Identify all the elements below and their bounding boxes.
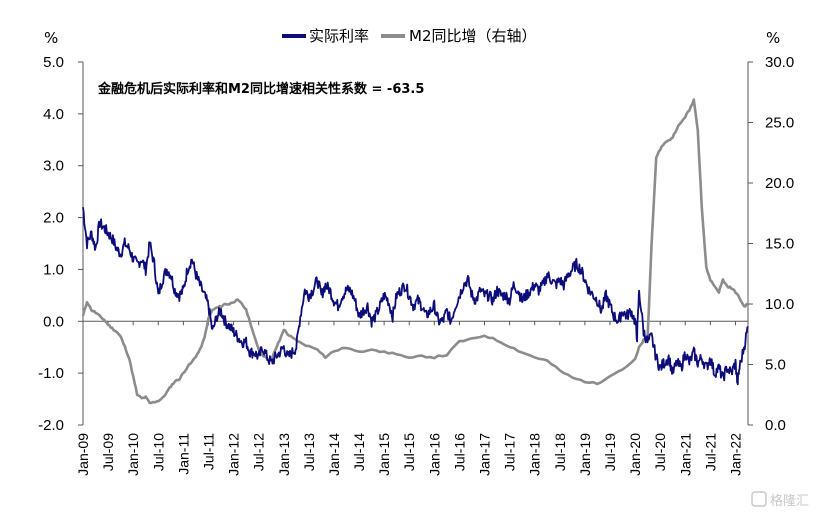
left-axis: 5.0 4.0 3.0 2.0 1.0 0.0 -1.0 -2.0 xyxy=(38,54,83,434)
x-tick-label: Jul-17 xyxy=(502,433,518,471)
right-tick-label: 20.0 xyxy=(765,175,794,192)
legend-label-real-rate: 实际利率 xyxy=(309,27,369,45)
plot-area xyxy=(81,98,749,405)
right-tick-label: 5.0 xyxy=(765,357,786,374)
watermark: 格隆汇 xyxy=(751,491,809,509)
legend: 实际利率 M2同比增（右轴） xyxy=(282,27,537,45)
x-tick-label: Jul-14 xyxy=(351,433,367,471)
left-tick-label: 4.0 xyxy=(43,106,64,123)
x-tick-label: Jan-20 xyxy=(627,433,643,476)
right-tick-label: 30.0 xyxy=(765,54,794,71)
x-tick-label: Jul-21 xyxy=(702,433,718,471)
x-tick-label: Jan-17 xyxy=(477,433,493,476)
left-axis-unit: % xyxy=(44,29,58,47)
x-tick-label: Jan-18 xyxy=(527,433,543,476)
right-axis: 30.0 25.0 20.0 15.0 10.0 5.0 0.0 xyxy=(748,54,794,434)
left-tick-label: 3.0 xyxy=(43,158,64,175)
x-tick-label: Jan-10 xyxy=(125,433,141,476)
x-tick-label: Jul-11 xyxy=(200,433,216,470)
left-tick-label: 5.0 xyxy=(43,54,64,71)
legend-label-m2: M2同比增（右轴） xyxy=(409,27,537,45)
x-tick-label: Jul-20 xyxy=(652,433,668,471)
x-tick-label: Jul-19 xyxy=(602,433,618,471)
x-tick-label: Jan-11 xyxy=(175,433,191,475)
watermark-text: 格隆汇 xyxy=(770,493,809,509)
left-tick-label: 0.0 xyxy=(43,313,64,330)
x-tick-label: Jul-18 xyxy=(552,433,568,471)
left-tick-label: 2.0 xyxy=(43,210,64,227)
x-tick-label: Jul-10 xyxy=(150,433,166,471)
x-tick-label: Jan-12 xyxy=(226,433,242,476)
x-tick-label: Jan-19 xyxy=(577,433,593,476)
right-tick-label: 15.0 xyxy=(765,236,794,253)
x-tick-label: Jan-22 xyxy=(727,433,743,476)
right-tick-label: 10.0 xyxy=(765,296,794,313)
x-tick-label: Jan-21 xyxy=(677,433,693,476)
x-axis: Jan-09 Jul-09 Jan-10 Jul-10 Jan-11 Jul-11 Jan-… xyxy=(75,321,743,476)
x-tick-label: Jan-09 xyxy=(75,433,91,476)
x-tick-label: Jul-12 xyxy=(251,433,267,471)
axis-lines xyxy=(82,62,749,425)
left-tick-label: 1.0 xyxy=(43,261,64,278)
x-tick-label: Jul-09 xyxy=(100,433,116,471)
x-tick-label: Jan-16 xyxy=(426,433,442,476)
watermark-logo-icon xyxy=(751,491,767,507)
x-tick-label: Jan-14 xyxy=(326,433,342,476)
correlation-annotation: 金融危机后实际利率和M2同比增速相关性系数 = -63.5 xyxy=(97,81,424,97)
right-axis-unit: % xyxy=(766,29,780,47)
left-tick-label: -1.0 xyxy=(38,365,64,382)
x-tick-label: Jul-13 xyxy=(301,433,317,471)
x-tick-label: Jul-16 xyxy=(451,433,467,471)
x-tick-label: Jul-15 xyxy=(401,433,417,471)
right-tick-label: 25.0 xyxy=(765,115,794,132)
series-m2-line xyxy=(81,98,748,405)
left-tick-label: -2.0 xyxy=(38,417,64,434)
x-tick-label: Jan-13 xyxy=(276,433,292,476)
x-tick-label: Jan-15 xyxy=(376,433,392,476)
right-tick-label: 0.0 xyxy=(765,417,786,434)
series-real-rate-line xyxy=(82,207,749,386)
